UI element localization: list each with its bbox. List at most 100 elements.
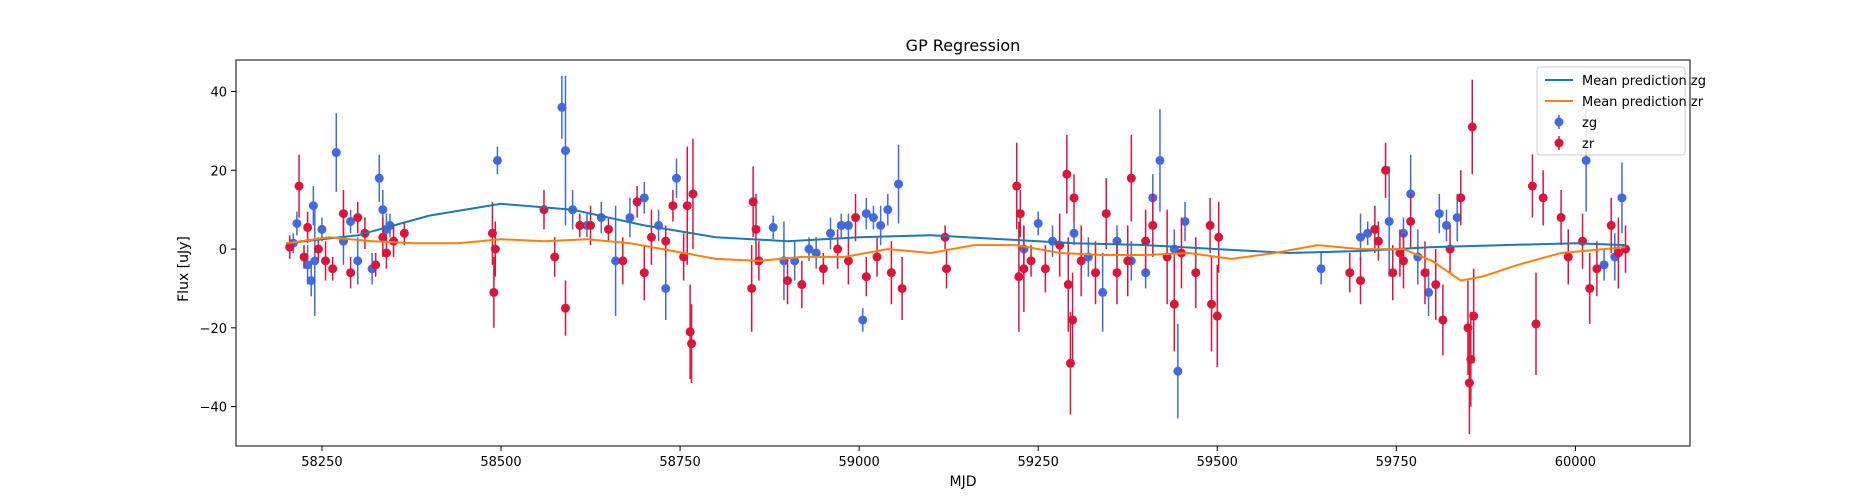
data-point-zg — [303, 260, 313, 270]
data-point-zr — [1592, 264, 1602, 274]
data-point-zr — [751, 224, 761, 234]
data-point-zr — [378, 232, 388, 242]
data-point-zg — [876, 220, 886, 230]
legend-box — [1536, 66, 1686, 156]
data-point-zr — [1585, 283, 1595, 293]
data-point-zr — [797, 280, 807, 290]
data-point-zr — [1464, 378, 1474, 388]
data-point-zr — [1091, 268, 1101, 278]
data-point-zr — [1148, 220, 1158, 230]
data-point-zg — [317, 224, 327, 234]
data-point-zg — [353, 256, 363, 266]
data-point-zg — [661, 283, 671, 293]
data-point-zr — [618, 256, 628, 266]
data-point-zg — [768, 222, 778, 232]
data-point-zr — [685, 327, 695, 337]
series-line-mean-prediction-zr — [285, 236, 1626, 282]
data-point-zg — [804, 244, 814, 254]
data-point-zr — [371, 260, 381, 270]
data-point-zr — [646, 232, 656, 242]
y-axis-label: Flux [uJy] — [176, 236, 192, 302]
data-point-zr — [1556, 213, 1566, 223]
data-point-zr — [299, 252, 309, 262]
data-point-zr — [1014, 272, 1024, 282]
data-point-zg — [1098, 287, 1108, 297]
data-point-zg — [811, 248, 821, 258]
chart-title: GP Regression — [906, 36, 1021, 55]
data-point-zr — [1169, 299, 1179, 309]
x-tick-label: 60000 — [1555, 455, 1596, 470]
data-point-zr — [1126, 173, 1136, 183]
data-point-zg — [1384, 216, 1394, 226]
data-point-zr — [1370, 224, 1380, 234]
data-point-zg — [825, 228, 835, 238]
data-point-zr — [294, 181, 304, 191]
data-point-zg — [836, 220, 846, 230]
data-point-zg — [858, 315, 868, 325]
data-point-zr — [1065, 358, 1075, 368]
data-point-zr — [872, 252, 882, 262]
data-point-zg — [639, 193, 649, 203]
data-point-zr — [550, 252, 560, 262]
data-point-zr — [687, 339, 697, 349]
data-point-zr — [353, 213, 363, 223]
data-point-zr — [661, 236, 671, 246]
data-point-zg — [1617, 193, 1627, 203]
data-point-zr — [1531, 319, 1541, 329]
x-axis-label: MJD — [950, 474, 977, 490]
data-point-zr — [303, 222, 313, 232]
data-point-zr — [1527, 181, 1537, 191]
data-point-zr — [346, 268, 356, 278]
data-point-zr — [886, 268, 896, 278]
axes: 58250 58500 58750 59000 59250 59500 59750 60000… — [200, 59, 1691, 470]
data-point-zr — [321, 256, 331, 266]
legend-label: zg — [1582, 116, 1597, 131]
data-point-zg — [1424, 287, 1434, 297]
data-point-zr — [389, 236, 399, 246]
legend-label: Mean prediction zr — [1582, 95, 1704, 110]
data-point-zg — [1180, 216, 1190, 226]
plot-area — [285, 75, 1631, 435]
data-point-zg — [1356, 232, 1366, 242]
data-point-zr — [1356, 276, 1366, 286]
data-point-zr — [639, 268, 649, 278]
data-point-zg — [843, 220, 853, 230]
data-point-zr — [381, 248, 391, 258]
data-point-zg — [611, 256, 621, 266]
data-point-zg — [1581, 155, 1591, 165]
data-point-zr — [1112, 268, 1122, 278]
data-point-zr — [490, 244, 500, 254]
data-point-zr — [688, 189, 698, 199]
data-point-zr — [1015, 209, 1025, 219]
legend-swatch-marker — [1554, 117, 1564, 127]
data-point-zr — [1019, 264, 1029, 274]
data-point-zr — [586, 220, 596, 230]
data-point-zg — [1155, 155, 1165, 165]
data-point-zg — [378, 205, 388, 215]
data-point-zg — [894, 179, 904, 189]
data-point-zg — [1441, 220, 1451, 230]
data-point-zg — [1173, 366, 1183, 376]
legend: Mean prediction zg Mean prediction zr zg zr — [1536, 66, 1706, 156]
data-point-zr — [1388, 268, 1398, 278]
data-point-zr — [1431, 280, 1441, 290]
data-point-zg — [868, 213, 878, 223]
data-point-zr — [818, 264, 828, 274]
data-point-zr — [328, 264, 338, 274]
data-point-zr — [1123, 256, 1133, 266]
y-tick-label: −20 — [200, 322, 227, 337]
data-point-zr — [313, 244, 323, 254]
data-point-zg — [861, 209, 871, 219]
data-point-zr — [560, 303, 570, 313]
data-point-zr — [1469, 311, 1479, 321]
x-tick-label: 58250 — [301, 455, 342, 470]
data-point-zr — [1563, 252, 1573, 262]
legend-label: Mean prediction zg — [1582, 74, 1706, 89]
data-point-zr — [1012, 181, 1022, 191]
data-point-zr — [575, 220, 585, 230]
series-line-mean-prediction-zg — [285, 202, 1626, 255]
data-point-zr — [1205, 220, 1215, 230]
data-point-zg — [292, 218, 302, 228]
y-tick-label: −40 — [200, 401, 227, 416]
